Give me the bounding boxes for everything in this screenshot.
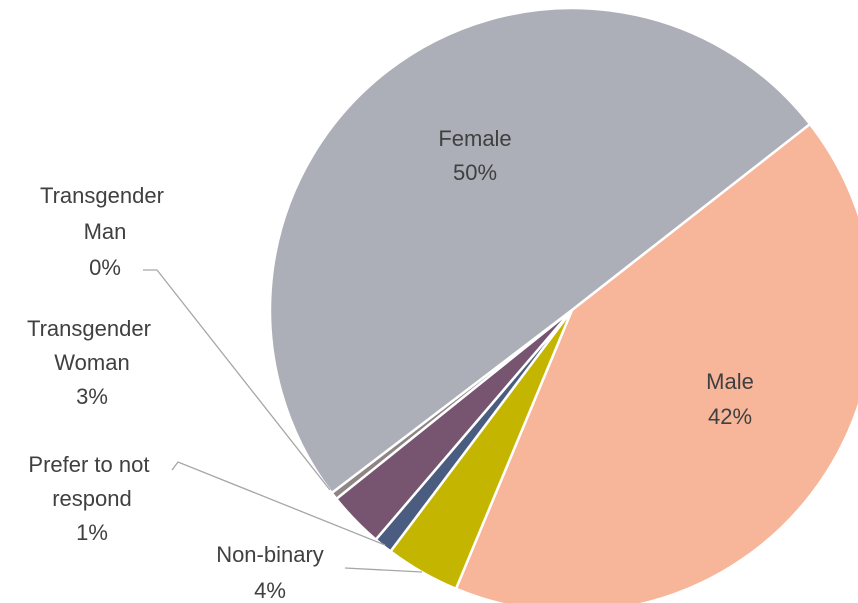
pie-slice [268, 6, 812, 495]
category-label: Transgender Woman [27, 316, 157, 375]
leader-line [344, 567, 423, 573]
value-label: 0% [89, 255, 121, 280]
value-label: 50% [453, 160, 497, 185]
leader-line [143, 269, 331, 491]
value-label: 4% [254, 578, 286, 603]
category-label: Female [438, 126, 511, 151]
pie-slice [454, 122, 858, 603]
category-label: Transgender Man [40, 183, 170, 244]
category-label: Prefer to not respond [28, 452, 155, 511]
leader-line [171, 461, 386, 546]
category-label: Male [706, 369, 754, 394]
value-label: 1% [76, 520, 108, 545]
category-label: Non-binary [216, 542, 324, 567]
value-label: 3% [76, 384, 108, 409]
value-label: 42% [708, 404, 752, 429]
